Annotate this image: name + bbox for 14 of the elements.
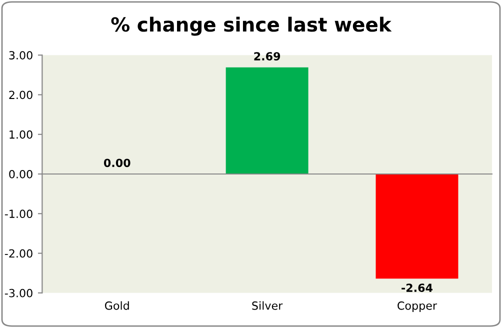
data-label: 2.69 <box>254 52 280 60</box>
y-tick-label: 2.00 <box>9 90 32 100</box>
y-tick-label: -3.00 <box>4 288 32 298</box>
chart-title: % change since last week <box>111 16 392 36</box>
y-tick-label: -2.00 <box>4 249 32 258</box>
x-tick-label: Silver <box>252 301 283 310</box>
data-label: 0.00 <box>104 158 130 168</box>
y-tick-label: 3.00 <box>9 51 32 60</box>
x-tick-label: Gold <box>104 301 129 310</box>
x-tick-label: Copper <box>398 301 438 312</box>
y-tick-label: 1.00 <box>10 130 32 139</box>
y-tick-label: 0.00 <box>9 170 32 178</box>
data-label: -2.64 <box>402 284 432 292</box>
y-tick-label: -1.00 <box>4 210 32 218</box>
